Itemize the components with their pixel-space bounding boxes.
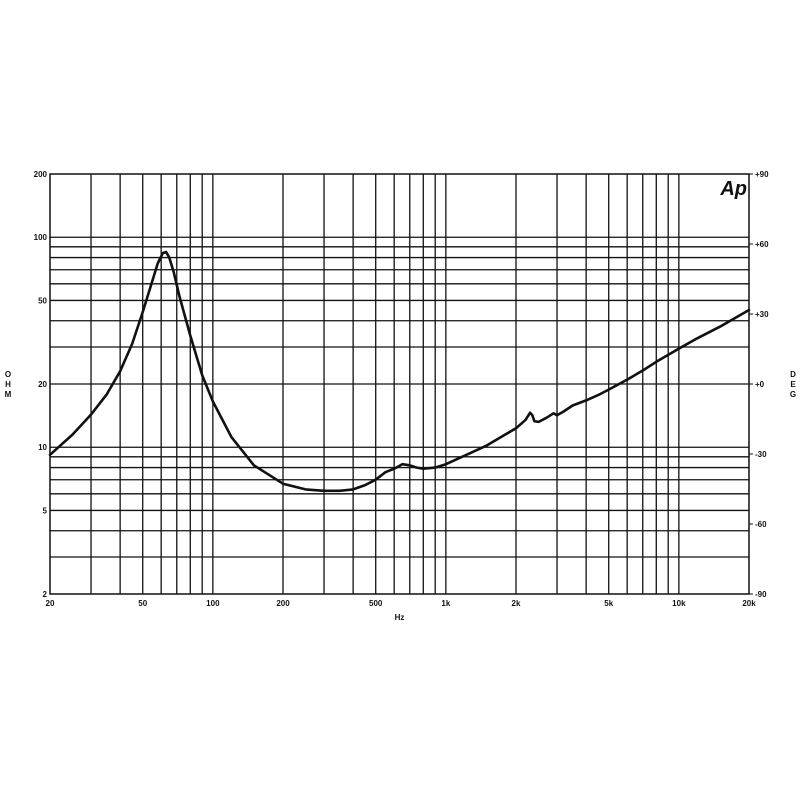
y2-tick-label: +60 [755,240,769,249]
y-axis-label-right: DEG [790,370,796,399]
y-axis-label-letter: M [5,390,12,399]
y-tick-labels: 200 100 50 20 10 5 2 [34,170,48,599]
y2-tick-label: -60 [755,520,767,529]
y2-axis-label-letter: E [790,380,796,389]
x-tick-label: 200 [276,599,290,608]
y-tick-label: 20 [38,380,47,389]
y-axis-label-left: OHM [5,370,12,399]
y2-tick-label: +30 [755,310,769,319]
y2-axis-label-letter: G [790,390,796,399]
y2-tick-labels: +90 +60 +30 +0 -30 -60 -90 [755,170,769,599]
grid-lines [50,173,753,595]
y-axis-label-letter: O [5,370,11,379]
y-tick-label: 100 [34,233,48,242]
x-tick-label: 2k [512,599,521,608]
y2-tick-label: -30 [755,450,767,459]
x-tick-label: 20k [742,599,756,608]
impedance-curve [48,250,751,493]
x-tick-label: 5k [604,599,613,608]
x-tick-label: 100 [206,599,220,608]
plot-frame [49,173,750,595]
y2-tick-label: +90 [755,170,769,179]
x-tick-label: 20 [46,599,55,608]
y2-tick-label: +0 [755,380,765,389]
x-tick-label: 500 [369,599,383,608]
ap-logo: Ap [719,178,747,200]
y-tick-label: 2 [43,590,48,599]
x-tick-label: 50 [138,599,147,608]
x-tick-label: 10k [672,599,686,608]
x-tick-labels: 20 50 100 200 500 1k 2k 5k 10k 20k [46,599,757,608]
y-tick-label: 50 [38,296,47,305]
y-tick-label: 10 [38,443,47,452]
y-tick-label: 200 [34,170,48,179]
x-axis-label: Hz [395,613,405,622]
y2-tick-label: -90 [755,590,767,599]
x-tick-label: 1k [441,599,450,608]
y-tick-label: 5 [43,506,48,515]
y2-axis-label-letter: D [790,370,796,379]
y-axis-label-letter: H [5,380,11,389]
